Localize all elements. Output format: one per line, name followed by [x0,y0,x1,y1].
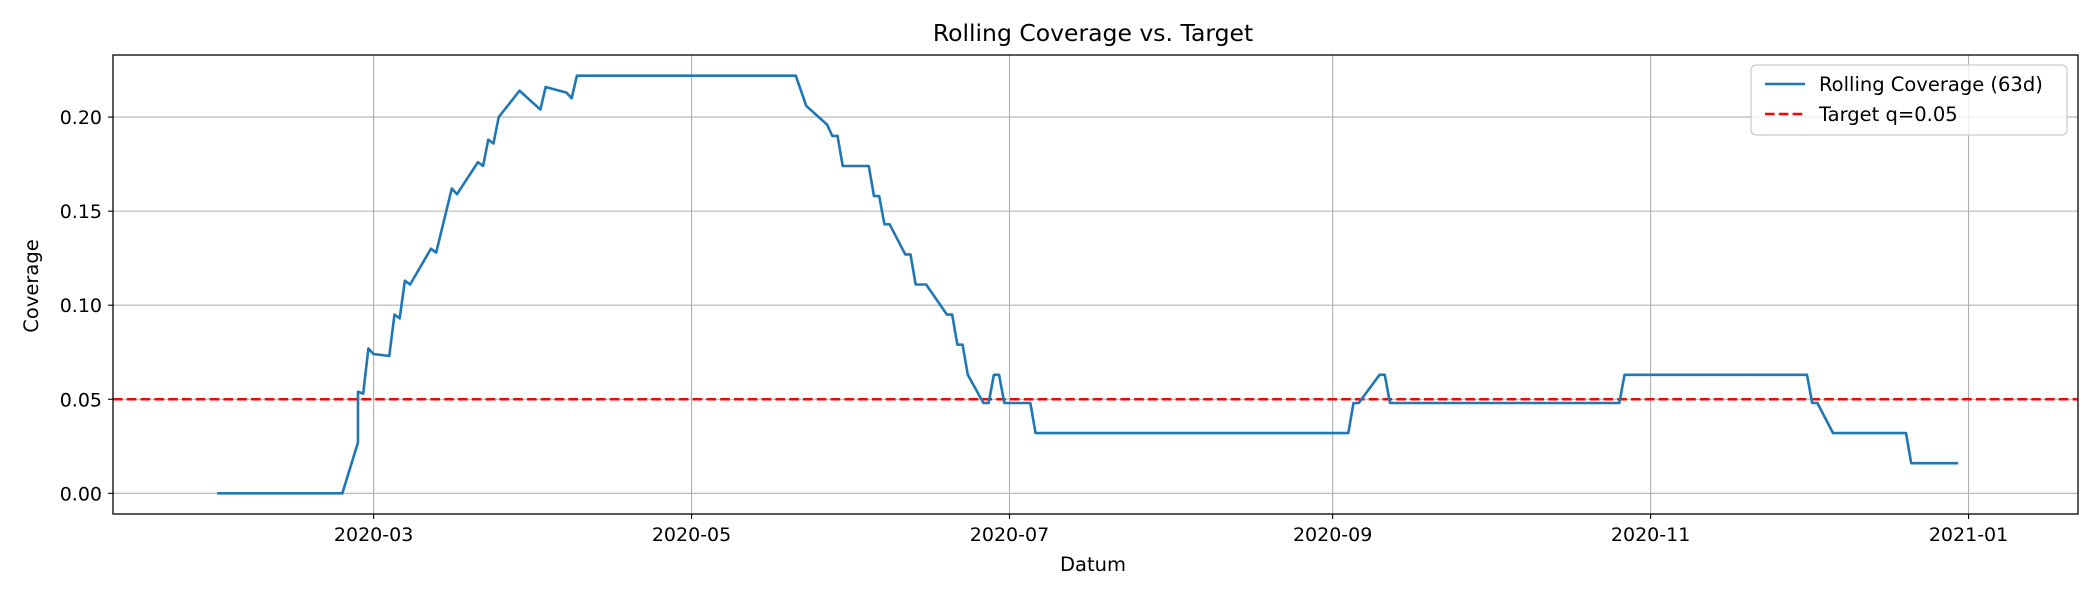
plot-frame [112,54,2079,515]
legend-box [1750,64,2068,136]
series-layer [217,74,1959,495]
y-axis-ticks: 0.00 0.05 0.10 0.15 0.20 [60,107,113,505]
y-tick-label: 0.05 [60,389,102,411]
y-tick-label: 0.00 [60,483,102,505]
x-tick-label: 2020-11 [1611,524,1690,546]
legend-label-rolling-coverage: Rolling Coverage (63d) [1819,73,2043,96]
x-tick-label: 2020-07 [970,524,1049,546]
y-tick-label: 0.20 [60,107,102,129]
y-tick-label: 0.15 [60,201,102,223]
x-tick-label: 2021-01 [1929,524,2008,546]
legend-label-target: Target q=0.05 [1818,103,1958,126]
x-tick-label: 2020-03 [334,524,413,546]
chart-title: Rolling Coverage vs. Target [933,19,1253,47]
legend: Rolling Coverage (63d) Target q=0.05 [1750,64,2068,136]
x-axis-ticks: 2020-03 2020-05 2020-07 2020-09 2020-11 2021-… [334,514,2008,546]
x-axis-label: Datum [1060,553,1126,576]
y-axis-label: Coverage [20,239,43,332]
series-line-rolling-coverage [217,74,1959,495]
x-tick-label: 2020-05 [652,524,731,546]
y-tick-label: 0.10 [60,295,102,317]
x-tick-label: 2020-09 [1293,524,1372,546]
